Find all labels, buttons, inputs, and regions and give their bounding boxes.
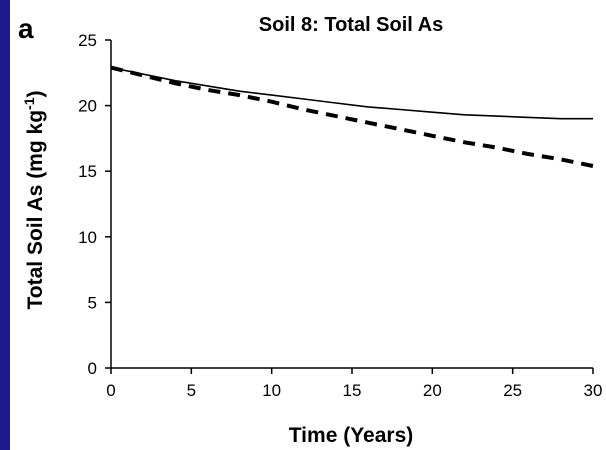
y-axis-label-tail: ) [24, 91, 47, 98]
x-tick-label: 10 [262, 381, 281, 400]
series-line-solid [110, 66, 593, 120]
y-axis-label-main: Total Soil As (mg kg [24, 110, 47, 310]
axis-ticks-group: 0 5 10 15 20 25 30 0 5 10 15 20 25 [78, 31, 602, 400]
x-axis-label: Time (Years) [289, 424, 414, 447]
y-axis-label: Total Soil As (mg kg-1) [21, 91, 47, 310]
x-tick-label: 20 [423, 381, 442, 400]
y-tick-label: 20 [78, 97, 97, 116]
data-series-group [110, 65, 594, 168]
panel-label: a [18, 13, 34, 44]
x-tick-label: 5 [187, 381, 196, 400]
chart-title: Soil 8: Total Soil As [259, 14, 443, 36]
y-tick-label: 0 [88, 359, 97, 378]
x-tick-label: 15 [343, 381, 362, 400]
y-tick-label: 10 [78, 228, 97, 247]
y-tick-label: 5 [88, 293, 97, 312]
y-axis-label-superscript: -1 [21, 97, 37, 110]
series-line-dashed [110, 65, 594, 168]
y-tick-label: 15 [78, 162, 97, 181]
chart-frame [10, 0, 606, 450]
x-tick-label: 30 [584, 381, 603, 400]
x-tick-label: 25 [503, 381, 522, 400]
x-tick-label: 0 [106, 381, 115, 400]
y-tick-label: 25 [78, 31, 97, 50]
